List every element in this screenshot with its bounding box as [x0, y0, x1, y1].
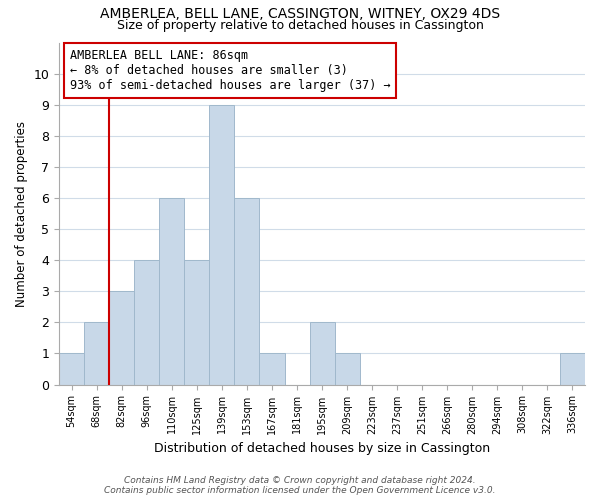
Bar [134, 260, 160, 384]
Bar [310, 322, 335, 384]
Bar [59, 354, 84, 384]
X-axis label: Distribution of detached houses by size in Cassington: Distribution of detached houses by size … [154, 442, 490, 455]
Bar [209, 104, 235, 384]
Text: Contains HM Land Registry data © Crown copyright and database right 2024.
Contai: Contains HM Land Registry data © Crown c… [104, 476, 496, 495]
Bar [109, 292, 134, 384]
Y-axis label: Number of detached properties: Number of detached properties [15, 120, 28, 306]
Bar [160, 198, 184, 384]
Text: Size of property relative to detached houses in Cassington: Size of property relative to detached ho… [116, 19, 484, 32]
Bar [184, 260, 209, 384]
Bar [235, 198, 259, 384]
Bar [560, 354, 585, 384]
Bar [84, 322, 109, 384]
Bar [335, 354, 359, 384]
Text: AMBERLEA BELL LANE: 86sqm
← 8% of detached houses are smaller (3)
93% of semi-de: AMBERLEA BELL LANE: 86sqm ← 8% of detach… [70, 50, 390, 92]
Text: AMBERLEA, BELL LANE, CASSINGTON, WITNEY, OX29 4DS: AMBERLEA, BELL LANE, CASSINGTON, WITNEY,… [100, 8, 500, 22]
Bar [259, 354, 284, 384]
